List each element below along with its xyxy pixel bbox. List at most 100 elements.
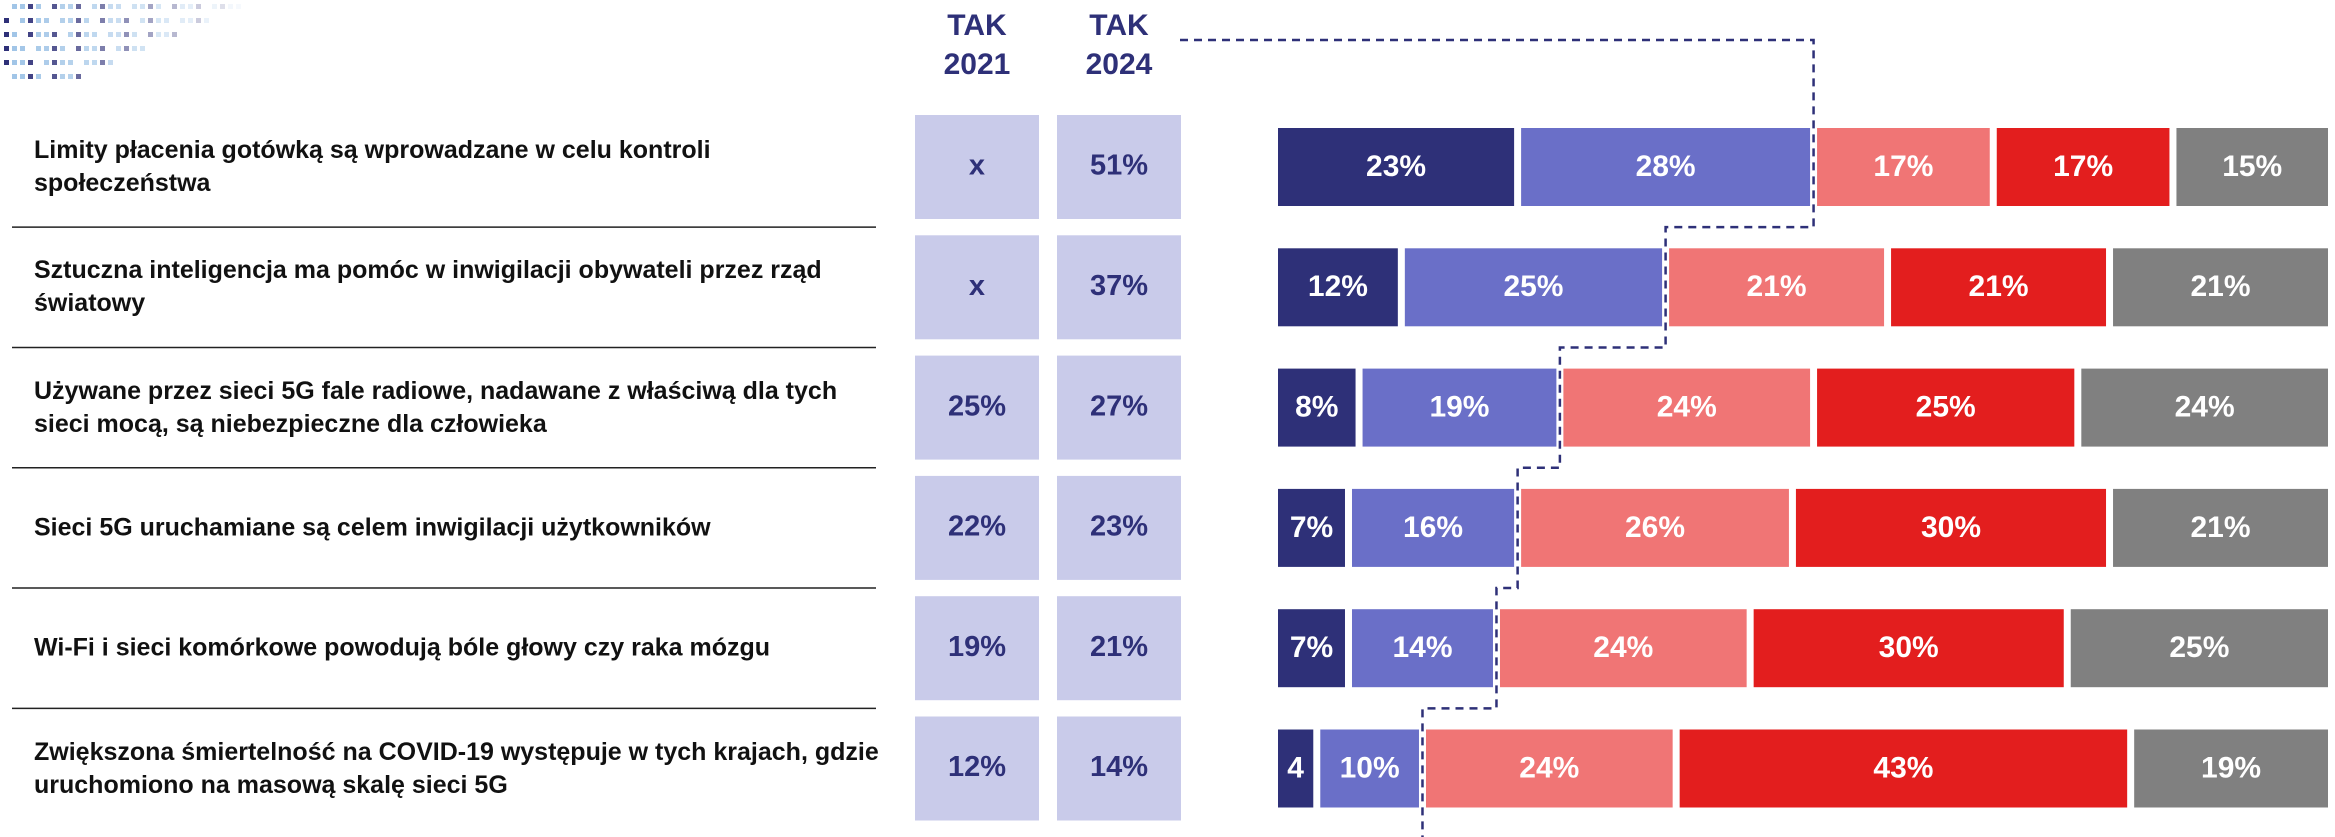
decor-dot: [140, 18, 145, 23]
decor-dot: [44, 46, 49, 51]
decor-dot: [60, 46, 65, 51]
value-label: 21%: [2190, 511, 2250, 544]
statement: Limity płacenia gotówką są wprowadzane w…: [34, 136, 711, 197]
decor-dot: [212, 4, 217, 9]
decor-dot: [60, 74, 65, 79]
table-cell: [915, 596, 1039, 701]
decor-dot: [204, 18, 209, 23]
table-cell: [1057, 115, 1181, 219]
decor-dot: [4, 32, 9, 37]
decor-dot: [196, 18, 201, 23]
bar-segment: [2113, 488, 2328, 567]
decor-dot: [68, 4, 73, 9]
decor-dot: [44, 18, 49, 23]
decor-dot: [84, 32, 89, 37]
decor-dot: [84, 60, 89, 65]
value-label: 26%: [1625, 511, 1685, 544]
decor-dot: [164, 18, 169, 23]
table-value: 37%: [1090, 270, 1148, 302]
bar-segment: [1891, 248, 2107, 327]
decor-dot: [76, 32, 81, 37]
decor-dot: [140, 4, 145, 9]
decor-dot: [52, 4, 57, 9]
statement: Zwiększona śmiertelność na COVID-19 wyst…: [34, 737, 879, 799]
decor-dot: [100, 60, 105, 65]
table-cell: [1057, 475, 1181, 580]
statement: Sztuczna inteligencja ma pomóc w inwigil…: [34, 256, 822, 318]
decor-dot: [188, 4, 193, 9]
bar-segment: [1351, 488, 1515, 567]
value-label: 19%: [1429, 391, 1489, 424]
value-label: 24%: [1519, 751, 1579, 784]
decor-dot: [36, 46, 41, 51]
decor-dot: [76, 74, 81, 79]
table-cell: [915, 716, 1039, 821]
decor-dot: [108, 60, 113, 65]
value-label: 16%: [1403, 511, 1463, 544]
decor-dot: [12, 32, 17, 37]
decor-dot: [92, 60, 97, 65]
bar-segment: [1351, 609, 1493, 688]
decor-dot: [28, 18, 33, 23]
table-value: 27%: [1090, 390, 1148, 422]
decor-dot: [100, 18, 105, 23]
decor-dot: [76, 4, 81, 9]
decor-dot: [4, 18, 9, 23]
statement: Wi-Fi i sieci komórkowe powodują bóle gł…: [34, 633, 771, 662]
decor-dot: [12, 60, 17, 65]
decor-dot: [124, 46, 129, 51]
decor-dot: [12, 74, 17, 79]
decor-dot: [172, 4, 177, 9]
table-value: 25%: [948, 390, 1006, 422]
decor-dot: [116, 18, 121, 23]
value-label: 30%: [1879, 631, 1939, 664]
value-label: 12%: [1308, 270, 1368, 303]
bar-segment: [1278, 368, 1356, 447]
table-value: 21%: [1090, 631, 1148, 663]
decor-dot: [92, 4, 97, 9]
decor-dot: [132, 4, 137, 9]
table-cell: [915, 475, 1039, 580]
table-cell: [1057, 596, 1181, 701]
decor-dot: [60, 18, 65, 23]
value-label: 25%: [1916, 391, 1976, 424]
decor-dot: [76, 18, 81, 23]
decor-dot: [52, 46, 57, 51]
decor-dot: [68, 74, 73, 79]
statement: Używane przez sieci 5G fale radiowe, nad…: [34, 376, 838, 438]
bar-segment: [2113, 248, 2328, 327]
decor-dot: [84, 46, 89, 51]
decor-dot: [140, 46, 145, 51]
value-label: 24%: [1593, 631, 1653, 664]
table-value: x: [969, 270, 985, 302]
decor-dot: [68, 32, 73, 37]
decor-dot: [60, 60, 65, 65]
decor-dot: [108, 4, 113, 9]
bar-segment: [1362, 368, 1557, 447]
decor-dot: [36, 4, 41, 9]
decor-dot: [116, 46, 121, 51]
column-header: 2021: [944, 48, 1011, 81]
decor-dot: [108, 18, 113, 23]
decor-dot: [148, 32, 153, 37]
decor-dot: [228, 4, 233, 9]
table-value: x: [969, 150, 985, 182]
value-label: 25%: [1503, 270, 1563, 303]
value-label: 24%: [1657, 391, 1717, 424]
bar-segment: [1753, 609, 2064, 688]
decor-dot: [156, 32, 161, 37]
column-header: TAK: [1089, 9, 1149, 42]
table-value: 19%: [948, 631, 1006, 663]
decor-dot: [68, 18, 73, 23]
value-label: 43%: [1873, 751, 1933, 784]
value-label: 21%: [1969, 270, 2029, 303]
decor-dot: [36, 18, 41, 23]
bar-segment: [1795, 488, 2107, 567]
bar-segment: [1278, 248, 1398, 327]
table-cell: [1057, 355, 1181, 460]
bar-segment: [1320, 729, 1419, 808]
decor-dot: [220, 4, 225, 9]
bar-segment: [2134, 729, 2328, 808]
value-label: 21%: [1747, 270, 1807, 303]
